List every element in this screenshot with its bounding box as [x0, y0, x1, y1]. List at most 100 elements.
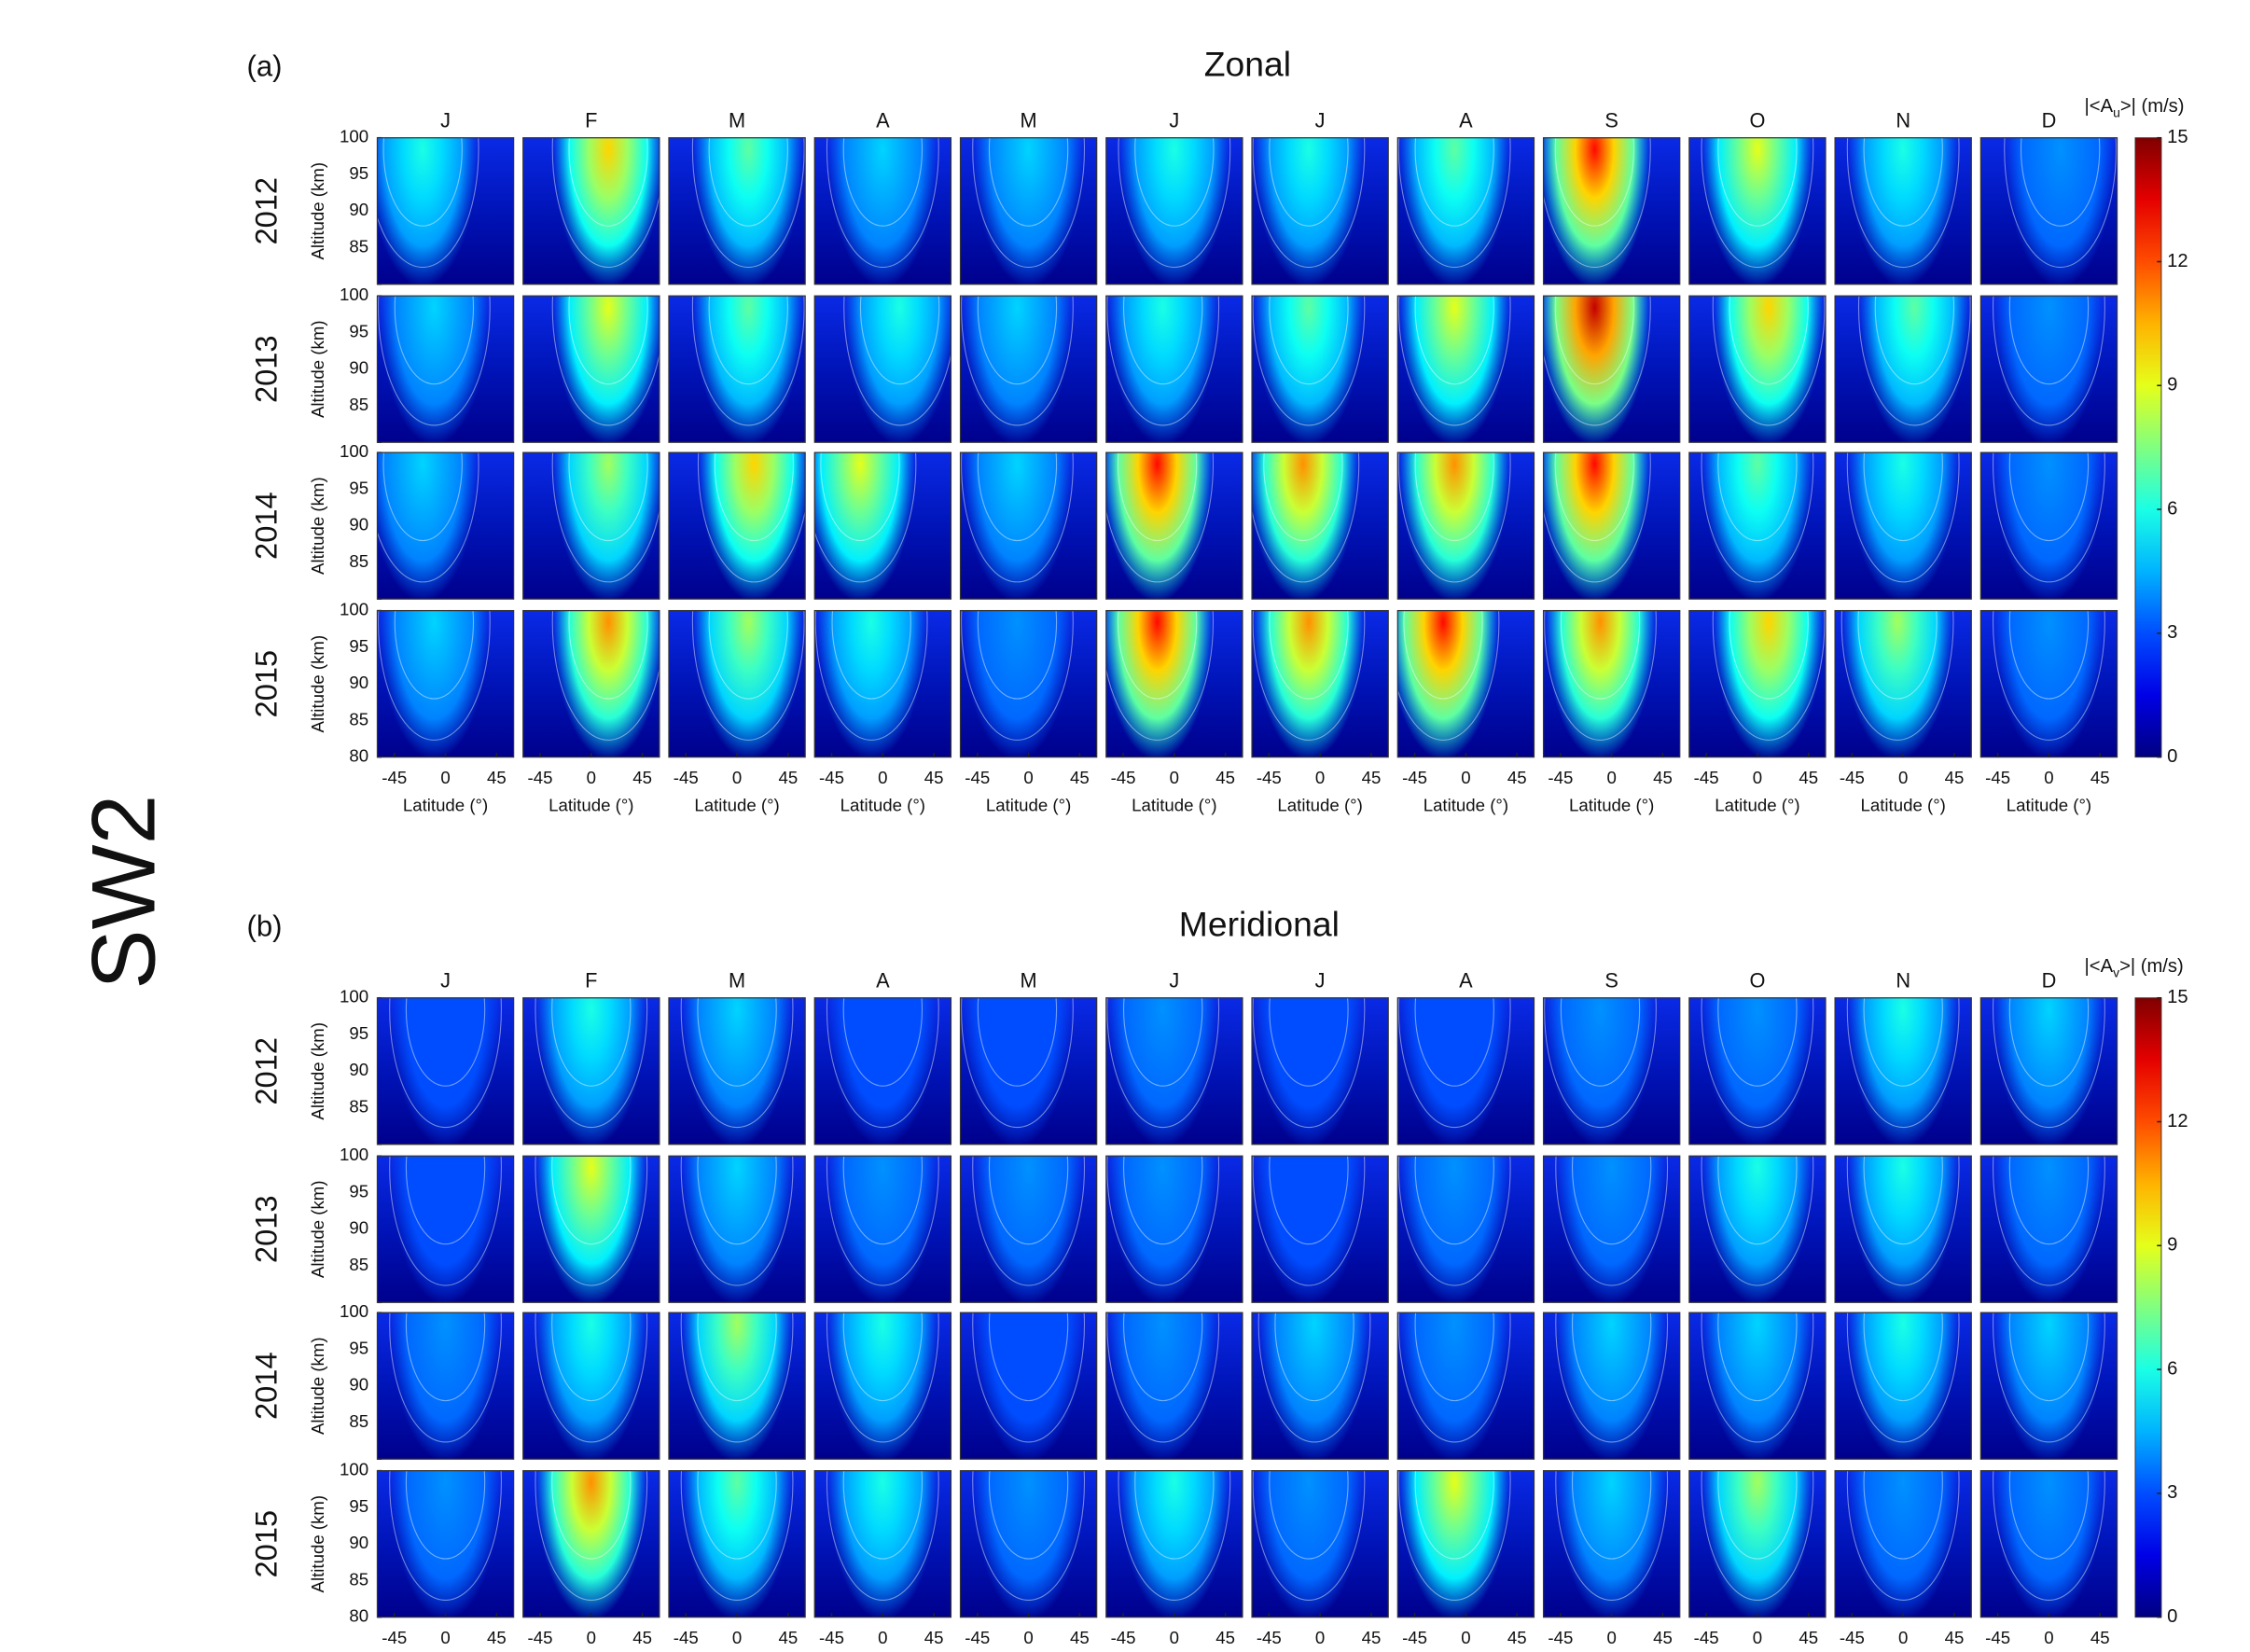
amplitude-peak — [1399, 296, 1510, 443]
y-tick-label: 85 — [349, 709, 368, 729]
y-tick-label: 100 — [340, 1301, 368, 1321]
amplitude-peak — [973, 137, 1084, 285]
y-tick-label: 100 — [340, 600, 368, 619]
x-tick-label: 45 — [1215, 1628, 1235, 1647]
amplitude-peak — [1848, 1156, 1959, 1303]
x-tick-label: -45 — [1402, 768, 1427, 787]
amplitude-peak — [1399, 1470, 1510, 1617]
amplitude-peak — [535, 1312, 646, 1460]
y-axis-label: Altitude (km) — [308, 1337, 327, 1435]
x-axis-label: Latitude (°) — [1424, 795, 1508, 814]
x-tick-label: -45 — [382, 768, 407, 787]
x-tick-label: 45 — [487, 1628, 507, 1647]
year-label: 2015 — [248, 1510, 283, 1578]
x-tick-label: -45 — [1985, 768, 2010, 787]
amplitude-peak — [699, 452, 806, 600]
amplitude-peak — [377, 137, 479, 285]
x-tick-label: -45 — [1840, 768, 1865, 787]
x-tick-label: 45 — [1070, 768, 1090, 787]
y-tick-label: 90 — [349, 515, 368, 534]
amplitude-peak — [1105, 452, 1213, 600]
month-label: S — [1604, 968, 1618, 992]
amplitude-peak — [1253, 137, 1365, 285]
amplitude-peak — [1258, 1312, 1370, 1460]
amplitude-peak — [1556, 1312, 1667, 1460]
x-tick-label: 45 — [2090, 768, 2110, 787]
year-label: 2015 — [248, 650, 283, 718]
amplitude-peak — [962, 997, 1073, 1145]
x-tick-label: 45 — [779, 768, 799, 787]
panel-label: (a) — [247, 49, 283, 82]
amplitude-peak — [693, 296, 804, 443]
x-tick-label: 0 — [1898, 768, 1908, 787]
x-tick-label: 0 — [2044, 1628, 2053, 1647]
x-axis-label: Latitude (°) — [1860, 795, 1945, 814]
amplitude-peak — [827, 997, 938, 1145]
amplitude-peak — [553, 452, 660, 600]
y-tick-label: 85 — [349, 1096, 368, 1116]
y-tick-label: 80 — [349, 1606, 368, 1626]
y-axis-label: Altitude (km) — [308, 320, 327, 418]
x-tick-label: 0 — [587, 1628, 596, 1647]
y-tick-label: 90 — [349, 1375, 368, 1395]
x-axis-label: Latitude (°) — [549, 795, 633, 814]
month-label: F — [585, 108, 597, 132]
colorbar-tick-label: 3 — [2167, 622, 2177, 643]
month-label: M — [1021, 968, 1037, 992]
colorbar-label: |<Au>| (m/s) — [2085, 96, 2185, 119]
year-label: 2014 — [248, 492, 283, 560]
amplitude-peak — [1545, 997, 1656, 1145]
month-label: M — [729, 108, 745, 132]
x-axis-label: Latitude (°) — [1277, 795, 1362, 814]
y-tick-label: 100 — [340, 987, 368, 1006]
colorbar-tick-label: 0 — [2167, 1606, 2177, 1627]
x-tick-label: -45 — [965, 1628, 990, 1647]
amplitude-peak — [973, 1156, 1084, 1303]
colorbar-tick-label: 15 — [2167, 127, 2188, 147]
colorbar-tick-label: 9 — [2167, 1235, 2177, 1256]
amplitude-peak — [1543, 296, 1650, 443]
y-tick-label: 95 — [349, 1338, 368, 1357]
month-label: J — [1315, 108, 1326, 132]
amplitude-peak — [682, 1312, 793, 1460]
x-tick-label: -45 — [1840, 1628, 1865, 1647]
amplitude-peak — [1253, 997, 1365, 1145]
amplitude-peak — [1993, 610, 2104, 757]
x-tick-label: 0 — [1753, 768, 1762, 787]
x-tick-label: 45 — [1799, 1628, 1818, 1647]
x-tick-label: -45 — [1694, 768, 1719, 787]
amplitude-peak — [1848, 452, 1959, 600]
amplitude-peak — [1842, 610, 1953, 757]
x-tick-label: 0 — [2044, 768, 2053, 787]
y-tick-label: 85 — [349, 236, 368, 256]
y-tick-label: 100 — [340, 285, 368, 304]
x-tick-label: 45 — [1507, 768, 1527, 787]
y-tick-label: 95 — [349, 1181, 368, 1201]
month-label: F — [585, 968, 597, 992]
x-tick-label: -45 — [528, 1628, 553, 1647]
year-label: 2014 — [248, 1352, 283, 1420]
x-tick-label: -45 — [965, 768, 990, 787]
colorbar-label-part: |<A — [2085, 96, 2114, 117]
y-tick-label: 85 — [349, 395, 368, 414]
amplitude-peak — [390, 1312, 501, 1460]
x-tick-label: 45 — [1653, 1628, 1673, 1647]
amplitude-peak — [693, 137, 804, 285]
amplitude-peak — [1107, 997, 1218, 1145]
x-tick-label: 0 — [440, 768, 450, 787]
x-tick-label: 45 — [1799, 768, 1818, 787]
x-tick-label: 45 — [1215, 768, 1235, 787]
amplitude-peak — [682, 1470, 793, 1617]
month-label: S — [1604, 108, 1618, 132]
amplitude-peak — [962, 452, 1073, 600]
amplitude-peak — [1399, 137, 1510, 285]
amplitude-peak — [1993, 997, 2104, 1145]
colorbar-tick-label: 12 — [2167, 1111, 2188, 1131]
y-tick-label: 95 — [349, 478, 368, 497]
y-tick-label: 85 — [349, 551, 368, 571]
x-tick-label: 45 — [1362, 768, 1382, 787]
amplitude-peak — [1118, 137, 1229, 285]
amplitude-peak — [1253, 1156, 1365, 1303]
